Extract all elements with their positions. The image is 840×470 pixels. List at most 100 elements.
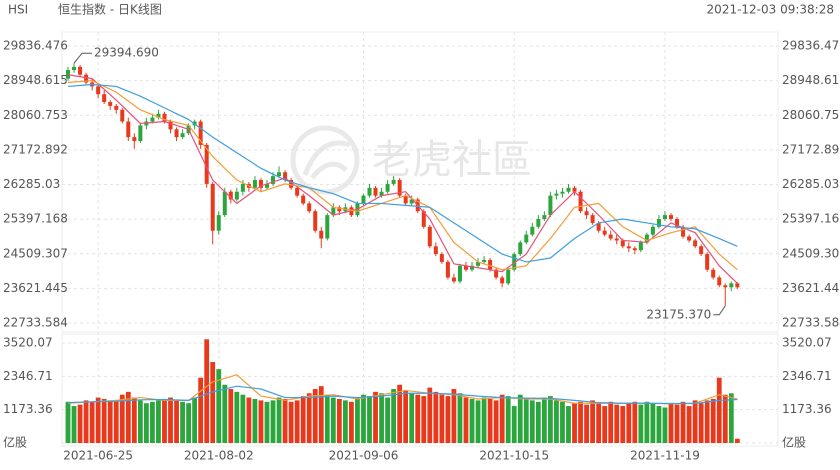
candle-body [78,66,83,75]
candle-body [626,246,631,249]
volume-bar [638,404,644,443]
y2-tick-label: 27172.892 [782,142,840,156]
candle-body [126,121,131,138]
y2-tick-label: 1173.36 [782,402,832,416]
candle-body [632,248,637,251]
y-tick-label: 3520.07 [3,336,53,350]
volume-bar [535,401,541,443]
volume-bar [686,406,692,443]
volume-bar [674,404,680,443]
y2-tick-label: 22733.584 [782,316,840,330]
candle-body [258,180,263,188]
candle-body [228,191,233,200]
volume-bar [312,389,318,443]
ma-line [67,74,738,284]
candle-body [271,176,276,184]
x-tick-label: 2021-09-06 [329,449,399,463]
volume-bar [505,396,511,443]
volume-bar [566,406,571,443]
candle-body [427,226,432,247]
volume-bar [403,390,409,443]
volume-bar [391,389,397,443]
candle-body [711,269,716,278]
x-tick-label: 2021-10-15 [479,449,549,463]
candle-body [204,144,209,184]
candle-body [735,283,740,288]
candle-body [301,195,306,204]
volume-bar [150,401,155,443]
volume-bar [324,394,330,443]
volume-bar [336,398,342,443]
candle-body [566,187,571,192]
candle-body [494,269,499,278]
candle-body [548,195,553,216]
x-tick-label: 2021-08-02 [184,449,254,463]
candle-body [530,226,535,235]
candle-body [614,238,619,241]
volume-bar [415,394,421,443]
candle-body [66,70,70,79]
candle-body [84,74,89,83]
y-tick-label: 22733.584 [3,316,68,330]
candle-body [216,215,221,231]
volume-bar [439,394,445,443]
candle-body [397,180,402,196]
candle-body [638,242,643,251]
candle-body [500,277,505,284]
watermark: 老虎社區 [290,125,532,195]
volume-bar [83,400,89,443]
volume-bar [101,398,107,443]
candle-body [518,242,523,255]
volume-bar [222,384,228,443]
candle-body [729,283,734,288]
candle-body [681,226,686,237]
volume-bar [330,397,336,443]
volume-bar [554,400,559,443]
volume-bar [318,386,324,443]
candle-body [650,226,655,235]
watermark-logo [302,140,351,180]
volume-bar [228,389,234,443]
volume-bar [620,406,626,443]
candle-body [445,261,450,278]
volume-bar [361,394,366,443]
volume-bar [234,391,240,443]
volume-bar [119,394,125,443]
candle-body [264,183,269,188]
x-tick-label: 2021-11-19 [630,449,700,463]
volume-bar [722,394,728,443]
volume-bar [246,397,252,443]
volume-bar [349,401,354,443]
candle-body [554,193,559,196]
volume-bar [487,398,493,443]
timestamp: 2021-12-03 09:38:28 [707,3,834,17]
volume-bar [367,396,372,443]
candle-body [705,254,710,270]
candle-body [132,137,137,142]
candle-body [717,277,722,286]
candle-body [687,236,692,241]
candle-body [608,234,613,239]
volume-bar [548,396,553,443]
candle-body [108,102,113,106]
candle-body [114,105,119,110]
volume-bar [602,406,608,443]
candle-body [488,259,493,270]
candle-body [602,230,607,235]
candle-body [699,246,704,255]
y-tick-label: 2346.71 [3,369,53,383]
y-tick-label: 24509.307 [3,246,68,260]
candle-body [578,191,583,212]
volume-bar [692,400,698,443]
volume-bar [644,401,650,443]
x-tick-label: 2021-06-25 [63,449,133,463]
volume-bar [578,401,583,443]
volume-bar [294,400,300,443]
volume-bar [107,401,113,443]
volume-bar [355,397,360,443]
candle-body [379,191,384,196]
volume-bar [180,401,185,443]
candle-body [620,240,625,247]
y-tick-label: 26285.03 [3,177,60,191]
